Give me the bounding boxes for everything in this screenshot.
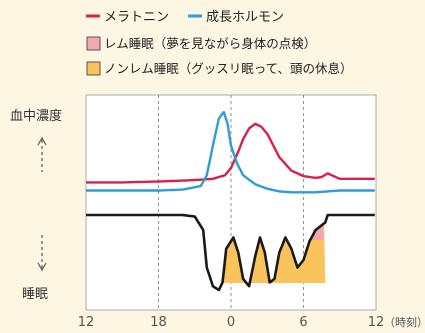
x-tick-label: 12	[368, 315, 385, 329]
x-unit-label: （時刻）	[384, 315, 425, 329]
legend: メラトニン 成長ホルモン レム睡眠（夢を見ながら身体の点検） ノンレム睡眠（グッ…	[86, 10, 353, 76]
y-label-bottom: 睡眠	[22, 287, 48, 302]
y-label-top: 血中濃度	[10, 108, 62, 124]
growth-hormone-line	[86, 111, 375, 194]
legend-rem-label: レム睡眠（夢を見ながら身体の点検）	[104, 36, 316, 51]
melatonin-line	[86, 122, 375, 184]
legend-rem-swatch	[86, 36, 101, 51]
x-axis-ticks: 12 18 0 6 12	[78, 315, 385, 330]
series-layer	[86, 111, 375, 194]
x-tick-label: 6	[299, 315, 307, 329]
legend-nonrem-label: ノンレム睡眠（グッスリ眠って、頭の休息）	[104, 61, 353, 76]
legend-melatonin-label: メラトニン	[104, 10, 169, 25]
x-tick-label: 12	[78, 315, 95, 329]
legend-nonrem-swatch	[86, 61, 101, 76]
nonrem-area	[222, 223, 326, 287]
legend-growth-hormone-label: 成長ホルモン	[206, 10, 284, 25]
x-tick-label: 0	[227, 315, 235, 329]
down-arrow	[37, 235, 47, 272]
sleep-layer	[85, 213, 375, 292]
sleep-depth-line	[85, 213, 375, 292]
up-arrow	[37, 136, 47, 172]
x-tick-label: 18	[150, 315, 167, 329]
